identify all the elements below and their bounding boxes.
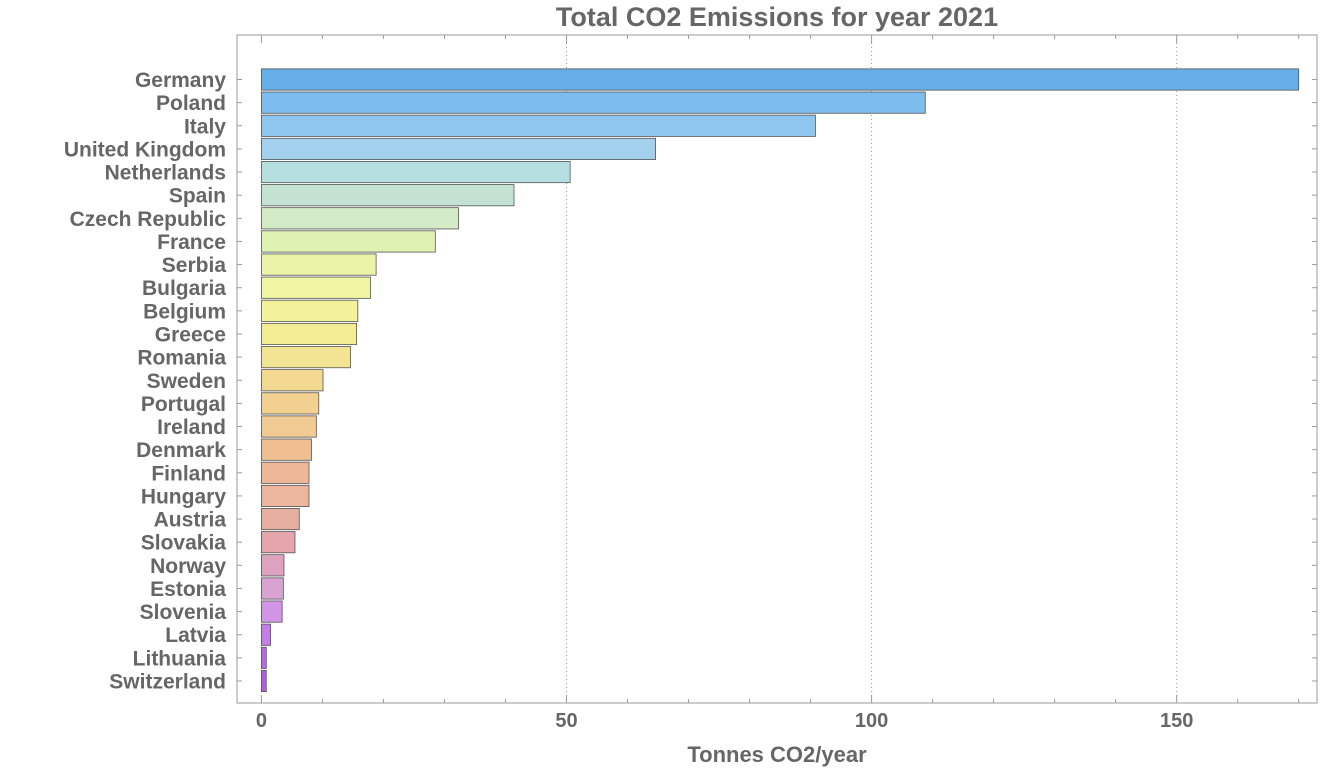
bar-switzerland <box>261 669 267 693</box>
category-label: Norway <box>150 555 226 578</box>
category-label: Poland <box>156 92 226 115</box>
x-tick-label: 0 <box>256 710 267 732</box>
category-label: Switzerland <box>109 671 226 694</box>
gridlines <box>565 35 1178 703</box>
bar-slovenia <box>261 600 283 623</box>
bar-estonia <box>261 577 284 600</box>
x-tick-label: 50 <box>555 710 577 732</box>
category-label: Estonia <box>150 578 226 601</box>
category-label: Finland <box>151 462 226 485</box>
bar-greece <box>261 322 357 346</box>
category-label: Bulgaria <box>142 277 226 300</box>
bar-austria <box>261 508 300 531</box>
category-label: Czech Republic <box>70 208 227 231</box>
bar-serbia <box>261 253 377 276</box>
category-label: United Kingdom <box>64 138 226 161</box>
category-label: Hungary <box>141 485 227 508</box>
bar-romania <box>261 346 351 369</box>
x-tick-label: 150 <box>1160 710 1193 732</box>
category-label: Serbia <box>162 254 227 277</box>
category-label: Portugal <box>141 393 226 416</box>
bar-spain <box>261 184 515 207</box>
bar-lithuania <box>261 646 267 669</box>
category-label: Belgium <box>143 300 226 323</box>
chart-title: Total CO2 Emissions for year 2021 <box>556 2 998 32</box>
category-label: Spain <box>169 185 226 208</box>
bar-belgium <box>261 299 359 322</box>
bar-bulgaria <box>261 276 372 299</box>
category-label: Italy <box>184 115 226 138</box>
bar-france <box>261 230 436 253</box>
category-label: Ireland <box>157 416 226 439</box>
category-label: France <box>157 231 226 254</box>
bar-poland <box>261 91 926 114</box>
bar-germany <box>261 68 1300 91</box>
x-axis-label: Tonnes CO2/year <box>687 742 867 767</box>
bar-sweden <box>261 369 324 392</box>
bar-ireland <box>261 415 317 438</box>
bar-netherlands <box>261 160 571 184</box>
bar-finland <box>261 461 310 484</box>
bar-hungary <box>261 484 310 507</box>
category-label: Germany <box>135 69 226 92</box>
bar-denmark <box>261 438 312 461</box>
category-label: Denmark <box>136 439 226 462</box>
bar-czech-republic <box>261 207 459 230</box>
bar-norway <box>261 554 285 577</box>
bar-portugal <box>261 392 320 415</box>
x-tick-label: 100 <box>855 710 888 732</box>
category-label: Greece <box>155 323 226 346</box>
category-label: Slovakia <box>141 532 227 555</box>
category-label: Netherlands <box>105 162 226 185</box>
category-label: Sweden <box>147 370 226 393</box>
category-label: Latvia <box>165 624 226 647</box>
bar-slovakia <box>261 531 296 554</box>
bar-latvia <box>261 623 271 646</box>
category-label: Austria <box>154 509 227 532</box>
category-label: Lithuania <box>133 647 227 670</box>
minor-ticks <box>237 35 1317 703</box>
category-label: Romania <box>137 347 226 370</box>
bars <box>261 68 1300 693</box>
bar-italy <box>261 114 816 137</box>
category-label: Slovenia <box>140 601 227 624</box>
plot-frame <box>236 34 1318 704</box>
bar-united-kingdom <box>261 137 656 160</box>
x-tick-labels: 0 50 100 150 <box>256 710 1194 732</box>
